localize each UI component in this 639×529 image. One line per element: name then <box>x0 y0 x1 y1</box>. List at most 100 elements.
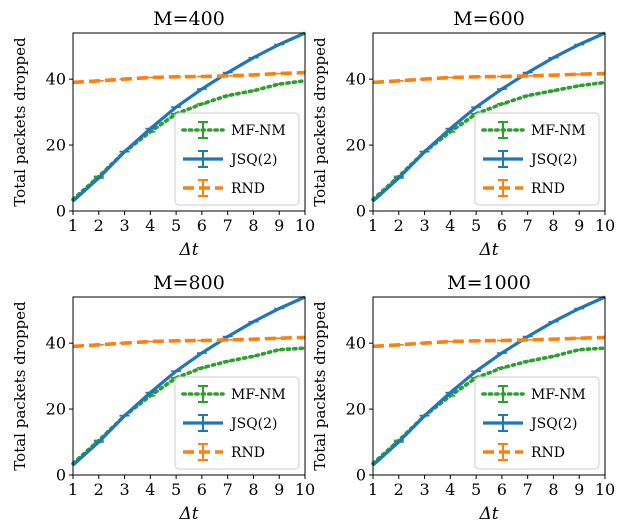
x-tick-label: 8 <box>248 480 258 499</box>
plot-frame <box>72 32 306 212</box>
x-tick-label: 1 <box>368 480 378 499</box>
legend-box <box>474 112 600 206</box>
y-tick-label: 0 <box>356 466 366 485</box>
legend: MF-NM JSQ(2) RND <box>474 112 600 206</box>
x-tick-label: 9 <box>274 216 284 235</box>
legend-label: RND <box>531 445 565 461</box>
x-tick-label: 9 <box>574 480 584 499</box>
chart-panel-4: M=1000 1 2 3 4 5 6 7 8 9 10 0 20 40 Δt Total packets dr… <box>311 272 615 524</box>
x-tick-label: 9 <box>574 216 584 235</box>
series-line-rnd <box>72 335 306 349</box>
chart-title: M=1000 <box>447 272 531 294</box>
x-tick-label: 4 <box>445 480 455 499</box>
legend-label: JSQ(2) <box>229 416 278 432</box>
x-tick-label: 6 <box>497 480 507 499</box>
plot-frame <box>372 296 606 476</box>
x-tick-label: 9 <box>274 480 284 499</box>
x-tick-label: 1 <box>68 216 78 235</box>
x-tick-label: 6 <box>197 480 207 499</box>
y-tick-label: 20 <box>346 136 366 155</box>
x-tick-label: 7 <box>523 480 533 499</box>
y-axis-label: Total packets dropped <box>311 37 329 207</box>
y-tick-label: 40 <box>46 70 66 89</box>
x-tick-label: 5 <box>171 480 181 499</box>
chart-title: M=400 <box>153 8 225 30</box>
legend-label: MF-NM <box>231 387 286 403</box>
x-tick-label: 5 <box>471 216 481 235</box>
x-tick-label: 1 <box>68 480 78 499</box>
x-tick-label: 7 <box>223 480 233 499</box>
legend-label: JSQ(2) <box>529 152 578 168</box>
x-tick-label: 4 <box>445 216 455 235</box>
legend-box <box>174 376 300 470</box>
x-axis-label: Δt <box>178 504 198 524</box>
series-line-rnd <box>372 335 606 349</box>
series-line-rnd <box>372 71 606 85</box>
x-tick-label: 8 <box>248 216 258 235</box>
y-tick-label: 0 <box>56 466 66 485</box>
y-axis-label: Total packets dropped <box>11 301 29 471</box>
x-tick-label: 5 <box>171 216 181 235</box>
legend: MF-NM JSQ(2) RND <box>474 376 600 470</box>
legend-label: JSQ(2) <box>229 152 278 168</box>
legend: MF-NM JSQ(2) RND <box>174 112 300 206</box>
chart-title: M=600 <box>453 8 525 30</box>
x-tick-label: 10 <box>295 480 315 499</box>
x-tick-label: 2 <box>94 216 104 235</box>
x-tick-label: 8 <box>548 216 558 235</box>
x-tick-label: 5 <box>471 480 481 499</box>
y-axis-label: Total packets dropped <box>311 301 329 471</box>
chart-panel-1: M=400 1 2 3 4 5 6 7 8 9 10 0 20 40 Δt Total packets dro… <box>11 8 315 260</box>
plot-frame <box>72 296 306 476</box>
y-tick-label: 20 <box>46 136 66 155</box>
series-line-jsq-2- <box>71 295 306 467</box>
plot-frame <box>372 32 606 212</box>
legend-label: MF-NM <box>531 387 586 403</box>
legend: MF-NM JSQ(2) RND <box>174 376 300 470</box>
x-tick-label: 2 <box>394 480 404 499</box>
x-tick-label: 4 <box>145 216 155 235</box>
y-tick-label: 20 <box>46 400 66 419</box>
x-tick-label: 10 <box>595 216 615 235</box>
x-tick-label: 10 <box>295 216 315 235</box>
legend-label: RND <box>531 181 565 197</box>
chart-panel-3: M=800 1 2 3 4 5 6 7 8 9 10 0 20 40 Δt Total packets dro… <box>11 272 315 524</box>
x-tick-label: 7 <box>223 216 233 235</box>
x-tick-label: 2 <box>94 480 104 499</box>
y-tick-label: 40 <box>346 334 366 353</box>
legend-label: JSQ(2) <box>529 416 578 432</box>
y-tick-label: 40 <box>346 70 366 89</box>
x-tick-label: 7 <box>523 216 533 235</box>
x-tick-label: 3 <box>119 216 129 235</box>
x-tick-label: 8 <box>548 480 558 499</box>
x-tick-label: 2 <box>394 216 404 235</box>
chart-panel-2: M=600 1 2 3 4 5 6 7 8 9 10 0 20 40 Δt Total packets dro… <box>311 8 615 260</box>
legend-label: RND <box>231 445 265 461</box>
x-tick-label: 6 <box>197 216 207 235</box>
series-line-jsq-2- <box>71 31 306 203</box>
series-line-jsq-2- <box>371 295 606 467</box>
legend-label: MF-NM <box>231 123 286 139</box>
x-tick-label: 3 <box>119 480 129 499</box>
x-tick-label: 1 <box>368 216 378 235</box>
series-line-rnd <box>72 70 306 85</box>
chart-title: M=800 <box>153 272 225 294</box>
x-axis-label: Δt <box>178 240 198 260</box>
y-tick-label: 20 <box>346 400 366 419</box>
y-tick-label: 0 <box>356 202 366 221</box>
legend-box <box>174 112 300 206</box>
legend-label: RND <box>231 181 265 197</box>
y-axis-label: Total packets dropped <box>11 37 29 207</box>
x-tick-label: 6 <box>497 216 507 235</box>
series-line-jsq-2- <box>371 31 606 203</box>
x-tick-label: 3 <box>419 216 429 235</box>
x-axis-label: Δt <box>478 504 498 524</box>
y-tick-label: 40 <box>46 334 66 353</box>
y-tick-label: 0 <box>56 202 66 221</box>
legend-label: MF-NM <box>531 123 586 139</box>
x-axis-label: Δt <box>478 240 498 260</box>
legend-box <box>474 376 600 470</box>
x-tick-label: 10 <box>595 480 615 499</box>
x-tick-label: 4 <box>145 480 155 499</box>
